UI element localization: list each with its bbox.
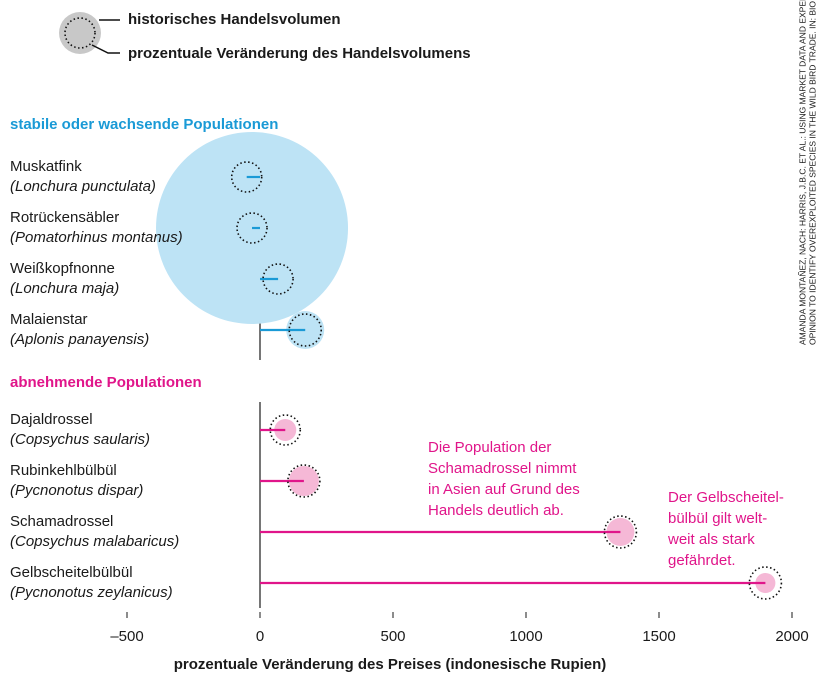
credit: AMANDA MONTAÑEZ, NACH: HARRIS, J.B.C. ET… <box>797 0 807 345</box>
species-name: Muskatfink <box>10 158 82 175</box>
x-tick-label: 500 <box>380 628 405 645</box>
species-name: Schamadrossel <box>10 513 113 530</box>
species-name: Gelbscheitelbülbül <box>10 564 133 581</box>
annotation: Schamadrossel nimmt <box>428 460 577 477</box>
credit: OPINION TO IDENTIFY OVEREXPLOITED SPECIE… <box>807 1 817 345</box>
species-latin: (Lonchura punctulata) <box>10 178 156 195</box>
x-tick-label: –500 <box>110 628 143 645</box>
volume-change-circle <box>262 263 294 295</box>
x-tick-label: 0 <box>256 628 264 645</box>
species-name: Dajaldrossel <box>10 411 93 428</box>
species-latin: (Lonchura maja) <box>10 280 119 297</box>
volume-change-circle <box>230 161 263 193</box>
legend-bubble <box>59 12 101 54</box>
legend-dotted <box>64 17 96 49</box>
species-name: Malaienstar <box>10 311 88 328</box>
legend-label: prozentuale Veränderung des Handelsvolum… <box>128 45 471 62</box>
species-latin: (Pomatorhinus montanus) <box>10 229 183 246</box>
legend-leader <box>91 44 120 54</box>
x-tick-label: 1500 <box>642 628 675 645</box>
annotation: weit als stark <box>667 531 755 548</box>
volume-change-circle <box>236 212 268 244</box>
species-latin: (Copsychus saularis) <box>10 431 150 448</box>
volume-change-circle <box>288 313 323 347</box>
x-tick-label: 2000 <box>775 628 808 645</box>
volume-change-circle <box>269 414 302 446</box>
species-name: Weißkopfnonne <box>10 260 115 277</box>
species-latin: (Aplonis panayensis) <box>10 331 149 348</box>
annotation: bülbül gilt welt- <box>668 510 767 527</box>
x-tick-label: 1000 <box>509 628 542 645</box>
species-name: Rotrückensäbler <box>10 209 119 226</box>
volume-change-circle <box>748 566 783 600</box>
species-latin: (Pycnonotus dispar) <box>10 482 143 499</box>
group-title: stabile oder wachsende Populationen <box>10 116 278 133</box>
group-title: abnehmende Populationen <box>10 374 202 391</box>
annotation: Handels deutlich ab. <box>428 502 564 519</box>
species-latin: (Copsychus malabaricus) <box>10 533 179 550</box>
annotation: Die Population der <box>428 439 551 456</box>
species-latin: (Pycnonotus zeylanicus) <box>10 584 173 601</box>
annotation: in Asien auf Grund des <box>428 481 580 498</box>
volume-change-circle <box>287 464 321 498</box>
legend-label: historisches Handelsvolumen <box>128 11 341 28</box>
annotation: Der Gelbscheitel- <box>668 489 784 506</box>
volume-change-circle <box>603 515 638 549</box>
species-name: Rubinkehlbülbül <box>10 462 117 479</box>
annotation: gefährdet. <box>668 552 736 569</box>
x-axis-title: prozentuale Veränderung des Preises (ind… <box>174 656 607 673</box>
